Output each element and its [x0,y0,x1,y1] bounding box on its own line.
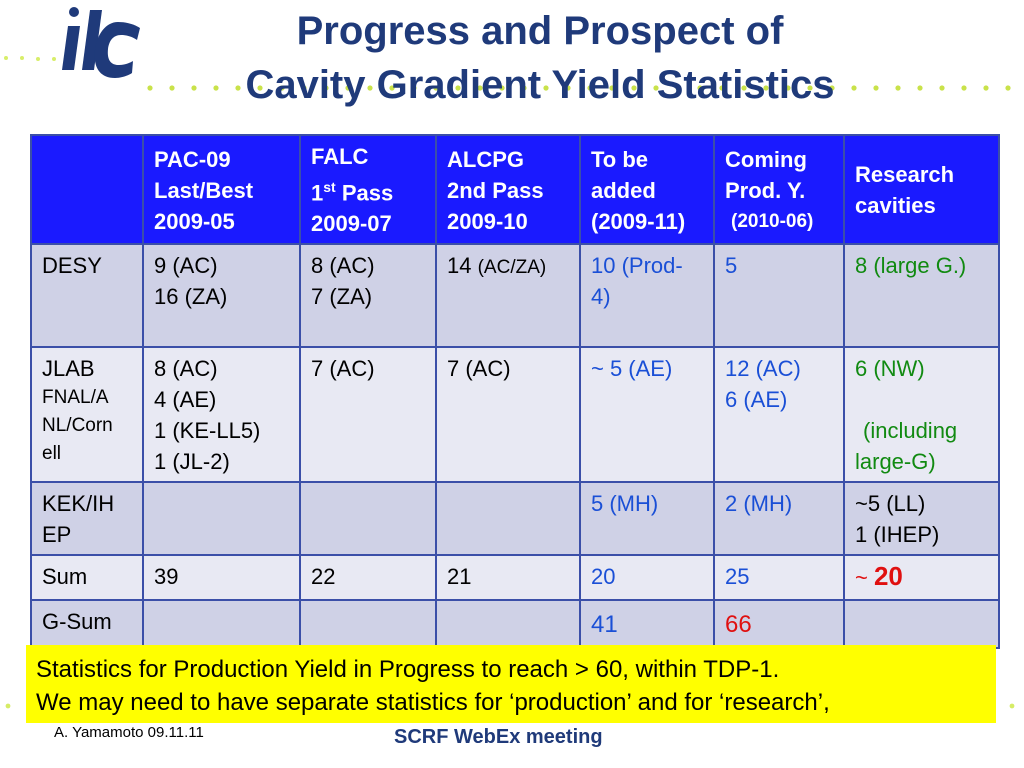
cell-pac: 9 (AC) 16 (ZA) [142,243,301,349]
row-label: Sum [30,554,144,602]
header-research: Research cavities [843,133,1000,246]
cell-falc: 7 (AC) [299,346,437,484]
cell-falc [299,599,437,650]
cell-alcpg [435,599,581,650]
table-header-row: PAC-09 Last/Best 2009-05 FALC 1st Pass 2… [30,133,1000,246]
cell-to-be-added: 41 [579,599,715,650]
cell-research: ~ 20 [843,554,1000,602]
cell-research: 6 (NW) (including large-G) [843,346,1000,484]
cell-alcpg: 14 (AC/ZA) [435,243,581,349]
cell-coming: 66 [713,599,845,650]
cell-coming: 12 (AC) 6 (AE) [713,346,845,484]
yield-statistics-table: PAC-09 Last/Best 2009-05 FALC 1st Pass 2… [30,133,1000,650]
header-empty [30,133,144,246]
note-line-2: We may need to have separate statistics … [36,689,830,716]
row-label: G-Sum [30,599,144,650]
cell-research [843,599,1000,650]
table-row-g-sum: G-Sum 41 66 [30,599,1000,650]
header-pac: PAC-09 Last/Best 2009-05 [142,133,301,246]
cell-falc: 8 (AC) 7 (ZA) [299,243,437,349]
header-coming: Coming Prod. Y. (2010-06) [713,133,845,246]
cell-research: ~5 (LL) 1 (IHEP) [843,481,1000,557]
title-line-1: Progress and Prospect of [296,9,784,53]
cell-research: 8 (large G.) [843,243,1000,349]
cell-alcpg: 7 (AC) [435,346,581,484]
cell-pac: 8 (AC) 4 (AE) 1 (KE-LL5) 1 (JL-2) [142,346,301,484]
cell-pac: 39 [142,554,301,602]
header-to-be-added: To be added (2009-11) [579,133,715,246]
header-falc: FALC 1st Pass 2009-07 [299,133,437,246]
note-line-1: Statistics for Production Yield in Progr… [36,656,780,683]
table-row-desy: DESY 9 (AC) 16 (ZA) 8 (AC) 7 (ZA) 14 (AC… [30,243,1000,349]
row-label: DESY [30,243,144,349]
meeting-footer: SCRF WebEx meeting [394,726,603,748]
row-label: KEK/IH EP [30,481,144,557]
cell-pac [142,599,301,650]
cell-to-be-added: 20 [579,554,715,602]
row-label: JLAB FNAL/A NL/Corn ell [30,346,144,484]
cell-to-be-added: 5 (MH) [579,481,715,557]
slide-title: Progress and Prospect of Cavity Gradient… [150,4,930,112]
cell-to-be-added: ~ 5 (AE) [579,346,715,484]
cell-coming: 5 [713,243,845,349]
table-row-kek: KEK/IH EP 5 (MH) 2 (MH) ~5 (LL) 1 (IHEP) [30,481,1000,557]
author-date: A. Yamamoto 09.11.11 [54,724,204,741]
table-row-sum: Sum 39 22 21 20 25 ~ 20 [30,554,1000,602]
cell-pac [142,481,301,557]
cell-alcpg [435,481,581,557]
ilc-logo [62,7,140,78]
title-line-2: Cavity Gradient Yield Statistics [245,63,835,107]
cell-alcpg: 21 [435,554,581,602]
header-alcpg: ALCPG 2nd Pass 2009-10 [435,133,581,246]
cell-to-be-added: 10 (Prod- 4) [579,243,715,349]
summary-note: Statistics for Production Yield in Progr… [26,645,996,723]
cell-coming: 25 [713,554,845,602]
cell-falc: 22 [299,554,437,602]
cell-falc [299,481,437,557]
cell-coming: 2 (MH) [713,481,845,557]
table-row-jlab: JLAB FNAL/A NL/Corn ell 8 (AC) 4 (AE) 1 … [30,346,1000,484]
